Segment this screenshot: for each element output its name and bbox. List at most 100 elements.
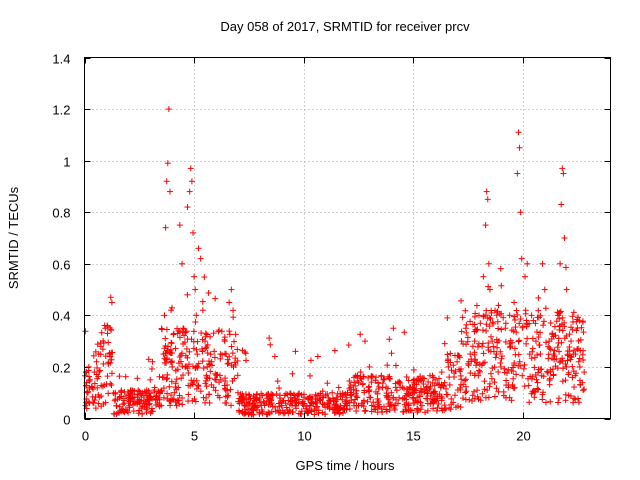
data-point <box>509 364 516 371</box>
data-point <box>421 387 428 394</box>
data-point <box>240 396 247 403</box>
data-point <box>201 274 208 281</box>
data-point <box>526 320 533 327</box>
data-point <box>399 395 406 402</box>
data-point <box>576 355 583 362</box>
data-point <box>116 373 123 380</box>
data-point <box>410 376 417 383</box>
data-point <box>172 367 179 374</box>
data-point <box>570 399 577 406</box>
data-point <box>159 374 166 381</box>
data-point <box>345 342 352 349</box>
data-point <box>559 314 566 321</box>
data-point <box>471 338 478 345</box>
data-point <box>108 299 115 306</box>
data-point <box>162 335 169 342</box>
data-point <box>211 348 218 355</box>
data-point <box>82 382 89 389</box>
data-point <box>346 385 353 392</box>
y-tick-label: 0.2 <box>52 361 70 376</box>
data-point <box>361 387 368 394</box>
data-point <box>219 351 226 358</box>
data-point <box>170 331 177 338</box>
data-point <box>532 338 539 345</box>
data-point <box>212 295 219 302</box>
data-point <box>230 314 237 321</box>
data-point <box>93 371 100 378</box>
data-point <box>226 331 233 338</box>
data-point <box>180 326 187 333</box>
data-point <box>248 411 255 418</box>
data-point <box>524 335 531 342</box>
y-tick-label: 0 <box>63 413 70 428</box>
data-point <box>211 376 218 383</box>
data-point <box>532 320 539 327</box>
data-point <box>492 354 499 361</box>
data-point <box>515 129 522 136</box>
data-point <box>185 391 192 398</box>
data-point <box>495 337 502 344</box>
data-point <box>274 378 281 385</box>
data-point <box>212 387 219 394</box>
data-point <box>531 364 538 371</box>
data-point <box>96 394 103 401</box>
data-point <box>362 338 369 345</box>
data-point <box>444 351 451 358</box>
data-point <box>299 398 306 405</box>
data-point <box>568 338 575 345</box>
data-point <box>573 327 580 334</box>
data-point <box>290 391 297 398</box>
data-point <box>308 400 315 407</box>
data-point <box>519 372 526 379</box>
data-point <box>289 370 296 377</box>
data-point <box>231 338 238 345</box>
data-point <box>180 372 187 379</box>
data-point <box>422 409 429 416</box>
data-point <box>431 390 438 397</box>
data-point <box>321 401 328 408</box>
data-point <box>229 350 236 357</box>
data-point <box>185 361 192 368</box>
data-point <box>516 320 523 327</box>
data-point <box>555 395 562 402</box>
data-point <box>282 409 289 416</box>
data-point <box>99 346 106 353</box>
data-point <box>89 393 96 400</box>
data-point <box>109 349 116 356</box>
data-point <box>559 165 566 172</box>
data-point <box>114 409 121 416</box>
data-point <box>243 357 250 364</box>
data-point <box>401 329 408 336</box>
y-tick-label: 0.8 <box>52 206 70 221</box>
data-point <box>471 388 478 395</box>
data-point <box>226 328 233 335</box>
data-point <box>567 393 574 400</box>
data-point <box>536 342 543 349</box>
data-point <box>547 346 554 353</box>
data-point <box>120 401 127 408</box>
data-point <box>353 408 360 415</box>
data-point <box>555 399 562 406</box>
data-point <box>435 400 442 407</box>
data-point <box>379 409 386 416</box>
data-point <box>471 321 478 328</box>
data-point <box>467 370 474 377</box>
data-point <box>171 389 178 396</box>
data-point <box>148 365 155 372</box>
data-point <box>468 356 475 363</box>
data-point <box>251 395 258 402</box>
data-point <box>478 362 485 369</box>
data-point <box>530 387 537 394</box>
data-point <box>197 255 204 262</box>
data-point <box>155 388 162 395</box>
data-point <box>416 393 423 400</box>
data-point <box>314 353 321 360</box>
data-point <box>346 378 353 385</box>
data-point <box>483 321 490 328</box>
data-point <box>346 405 353 412</box>
data-point <box>279 398 286 405</box>
data-point <box>476 368 483 375</box>
data-point <box>210 330 217 337</box>
data-point <box>272 404 279 411</box>
data-point <box>502 325 509 332</box>
